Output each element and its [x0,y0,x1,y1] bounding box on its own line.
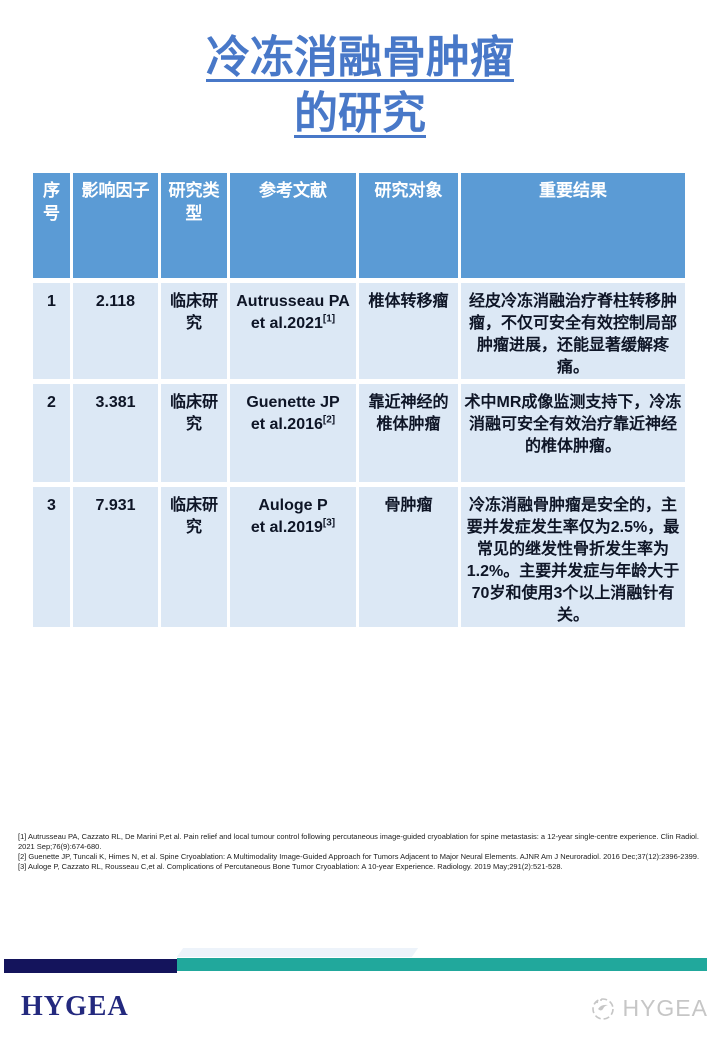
cell-reference: Autrusseau PA et al.2021[1] [230,283,356,379]
cell-no: 3 [33,487,70,627]
cell-impact-factor: 7.931 [73,487,158,627]
reference-authors: Auloge P [258,497,328,514]
reference-year: et al.2019[3] [250,517,336,536]
cell-impact-factor: 3.381 [73,384,158,482]
footnote-list: [1] Autrusseau PA, Cazzato RL, De Marini… [18,832,708,872]
footnote-1: [1] Autrusseau PA, Cazzato RL, De Marini… [18,832,699,851]
hygea-logo-text: HYGEA [21,991,129,1022]
col-header-study-type: 研究类型 [161,173,227,278]
cell-result: 经皮冷冻消融治疗脊柱转移肿瘤，不仅可安全有效控制局部肿瘤进展，还能显著缓解疼痛。 [461,283,685,379]
col-header-impact-factor: 影响因子 [73,173,158,278]
table-row: 2 3.381 临床研究 Guenette JP et al.2016[2] 靠… [33,384,685,482]
cell-study-type: 临床研究 [161,283,227,379]
hygea-watermark: HYGEA [590,995,708,1022]
cell-reference: Auloge P et al.2019[3] [230,487,356,627]
cell-subject: 椎体转移瘤 [359,283,458,379]
table-header-row: 序号 影响因子 研究类型 参考文献 研究对象 重要结果 [33,173,685,278]
cell-study-type: 临床研究 [161,487,227,627]
reference-footnote-marker: [3] [322,517,336,529]
col-header-subject: 研究对象 [359,173,458,278]
col-header-no: 序号 [33,173,70,278]
footer-bar-teal [177,958,707,971]
cell-no: 1 [33,283,70,379]
reference-footnote-marker: [2] [322,414,336,426]
reference-footnote-marker: [1] [322,313,336,325]
reference-year: et al.2021[1] [250,313,336,332]
reference-authors: Autrusseau PA [236,293,350,310]
cell-subject: 骨肿瘤 [359,487,458,627]
footnote-2: [2] Guenette JP, Tuncali K, Himes N, et … [18,852,700,861]
studies-table: 序号 影响因子 研究类型 参考文献 研究对象 重要结果 1 2.118 临床研究… [30,168,688,632]
cell-impact-factor: 2.118 [73,283,158,379]
col-header-reference: 参考文献 [230,173,356,278]
col-header-result: 重要结果 [461,173,685,278]
cell-no: 2 [33,384,70,482]
page-title-line1: 冷冻消融骨肿瘤 [206,33,514,82]
footnote-3: [3] Auloge P, Cazzato RL, Rousseau C,et … [18,862,563,871]
table-row: 1 2.118 临床研究 Autrusseau PA et al.2021[1]… [33,283,685,379]
page-title-line2: 的研究 [294,89,426,138]
cell-result: 冷冻消融骨肿瘤是安全的，主要并发症发生率仅为2.5%，最常见的继发性骨折发生率为… [461,487,685,627]
page-title: 冷冻消融骨肿瘤 的研究 [0,30,720,142]
cell-result: 术中MR成像监测支持下，冷冻消融可安全有效治疗靠近神经的椎体肿瘤。 [461,384,685,482]
cell-reference: Guenette JP et al.2016[2] [230,384,356,482]
hygea-watermark-icon [590,996,616,1022]
table-row: 3 7.931 临床研究 Auloge P et al.2019[3] 骨肿瘤 … [33,487,685,627]
cell-subject: 靠近神经的椎体肿瘤 [359,384,458,482]
hygea-watermark-text: HYGEA [622,995,708,1021]
reference-year: et al.2016[2] [250,414,336,433]
footer-bar-navy [4,959,177,973]
cell-study-type: 临床研究 [161,384,227,482]
reference-authors: Guenette JP [246,394,340,411]
footer-decoration-shape [176,948,419,957]
